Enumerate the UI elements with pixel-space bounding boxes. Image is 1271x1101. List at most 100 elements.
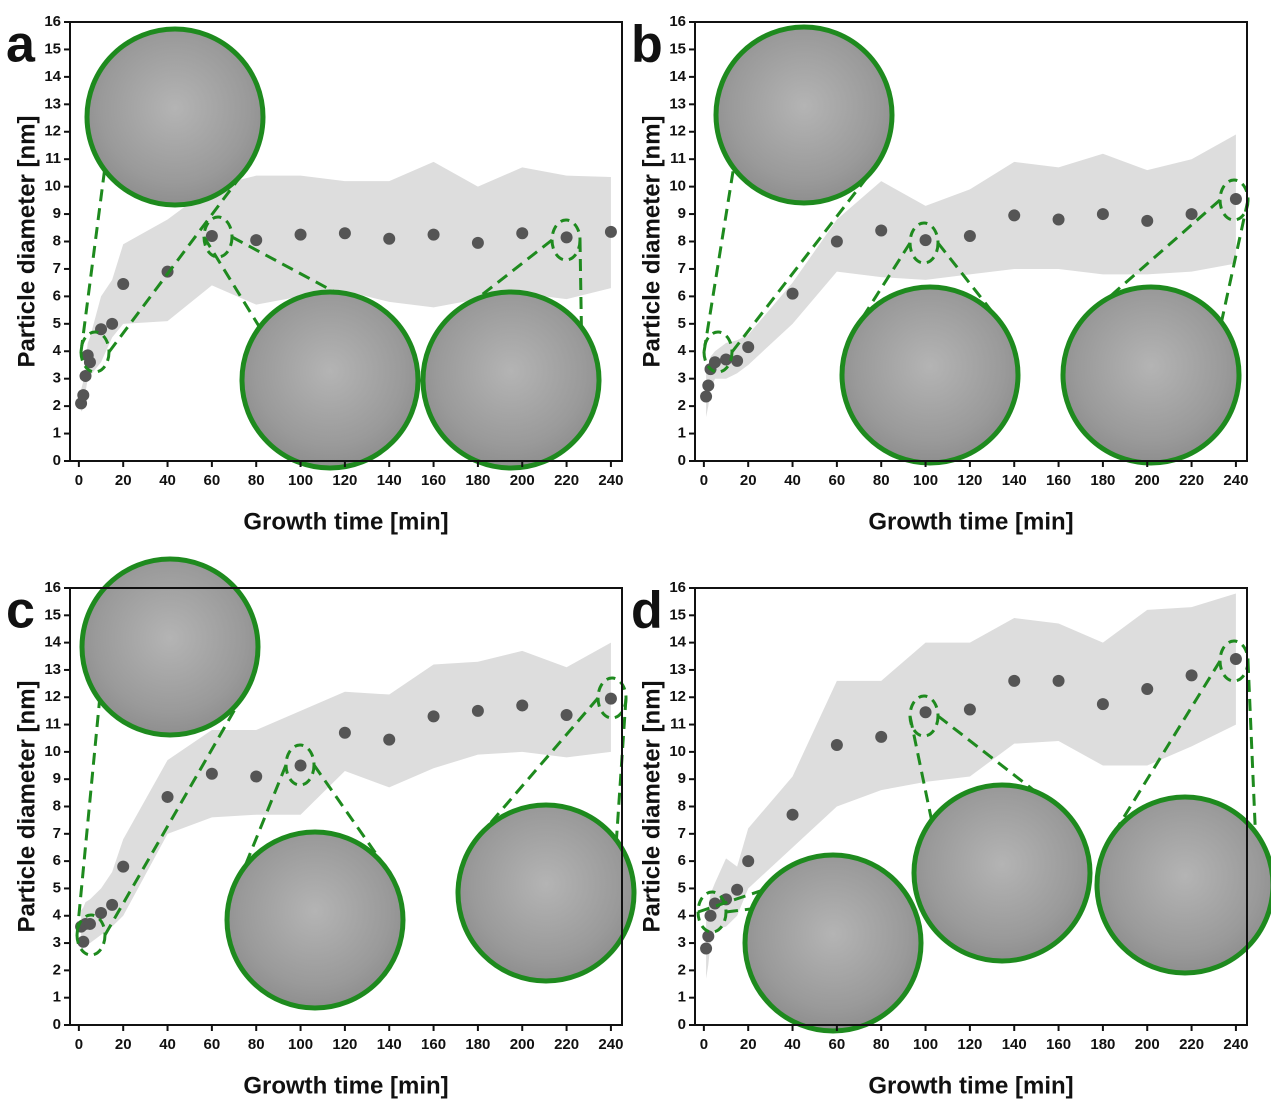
x-tick-label: 180 [465,472,490,489]
data-point [702,930,715,943]
spread-band [81,642,611,952]
y-tick-label: 4 [678,907,687,924]
y-tick-label: 14 [44,634,61,651]
data-point [77,935,90,948]
data-point [1229,192,1242,205]
data-point [83,356,96,369]
data-point [338,726,351,739]
x-tick-label: 140 [377,1036,402,1053]
y-tick-label: 3 [53,370,61,387]
y-tick-label: 11 [670,716,686,733]
data-point [702,379,715,392]
x-tick-label: 200 [1135,472,1160,489]
y-tick-label: 13 [669,661,686,678]
y-tick-label: 11 [670,150,686,167]
tem-inset [224,829,406,1011]
y-tick-label: 9 [53,770,61,787]
x-tick-label: 40 [159,1036,176,1053]
x-tick-label: 160 [1046,472,1071,489]
x-tick-label: 140 [1002,1036,1027,1053]
y-tick-label: 0 [678,452,686,469]
x-axis-title: Growth time [min] [243,1072,448,1099]
x-tick-label: 200 [510,1036,535,1053]
x-tick-label: 140 [1002,472,1027,489]
data-point [427,228,440,241]
y-tick-label: 9 [678,770,686,787]
tem-inset [84,26,266,208]
data-point [1008,209,1021,222]
y-tick-label: 16 [44,13,61,30]
y-tick-label: 6 [678,852,686,869]
data-point [604,692,617,705]
data-point [875,224,888,237]
x-tick-label: 40 [784,1036,801,1053]
y-tick-label: 2 [678,961,686,978]
y-tick-label: 3 [678,934,686,951]
y-axis-title: Particle diameter [nm] [13,115,40,367]
y-tick-label: 15 [669,606,686,623]
data-point [516,227,529,240]
x-tick-label: 160 [1046,1036,1071,1053]
data-point [1141,214,1154,227]
y-axis-title: Particle diameter [nm] [13,680,40,932]
x-axis-title: Growth time [min] [868,508,1073,535]
y-tick-label: 16 [669,13,686,30]
y-tick-label: 13 [44,95,61,112]
x-tick-label: 120 [332,472,357,489]
y-tick-label: 6 [678,287,686,304]
y-tick-label: 15 [44,40,61,57]
data-point [700,390,713,403]
data-point [1052,674,1065,687]
x-tick-label: 100 [288,1036,313,1053]
y-tick-label: 0 [53,1016,61,1033]
data-point [106,898,119,911]
data-point [1185,208,1198,221]
data-point [471,236,484,249]
y-tick-label: 13 [669,95,686,112]
panel-letter: a [6,16,36,74]
data-point [700,942,713,955]
data-point [731,354,744,367]
x-tick-label: 220 [1179,1036,1204,1053]
spread-band [81,161,611,412]
data-point [560,709,573,722]
data-point [919,234,932,247]
y-tick-label: 12 [44,688,61,705]
tem-inset [1094,794,1271,976]
y-tick-label: 2 [53,961,61,978]
x-tick-label: 60 [829,472,846,489]
y-tick-label: 16 [44,579,61,596]
x-tick-label: 220 [554,472,579,489]
x-tick-label: 40 [784,472,801,489]
y-tick-label: 5 [678,315,686,332]
x-tick-label: 60 [204,472,221,489]
y-tick-label: 7 [678,825,686,842]
data-point [604,225,617,238]
x-tick-label: 140 [377,472,402,489]
x-tick-label: 220 [554,1036,579,1053]
data-point [294,228,307,241]
tem-inset [420,289,602,471]
zoom-leader [79,169,107,353]
data-point [250,234,263,247]
data-point [117,278,130,291]
data-point [875,730,888,743]
x-tick-label: 80 [248,472,265,489]
zoom-leader [312,764,387,869]
y-tick-label: 10 [44,743,61,760]
x-tick-label: 20 [115,472,132,489]
panel-letter: d [631,582,663,640]
x-tick-label: 20 [740,1036,757,1053]
y-tick-label: 7 [678,260,686,277]
zoom-leader [858,242,912,324]
zoom-leader [697,888,764,914]
x-tick-label: 240 [598,1036,623,1053]
y-tick-label: 13 [44,661,61,678]
x-tick-label: 180 [1090,472,1115,489]
y-tick-label: 14 [669,68,686,85]
x-tick-label: 80 [873,1036,890,1053]
panel-letter: b [631,16,663,74]
data-point [704,909,717,922]
y-axis-title: Particle diameter [nm] [638,115,665,367]
x-tick-label: 80 [873,472,890,489]
